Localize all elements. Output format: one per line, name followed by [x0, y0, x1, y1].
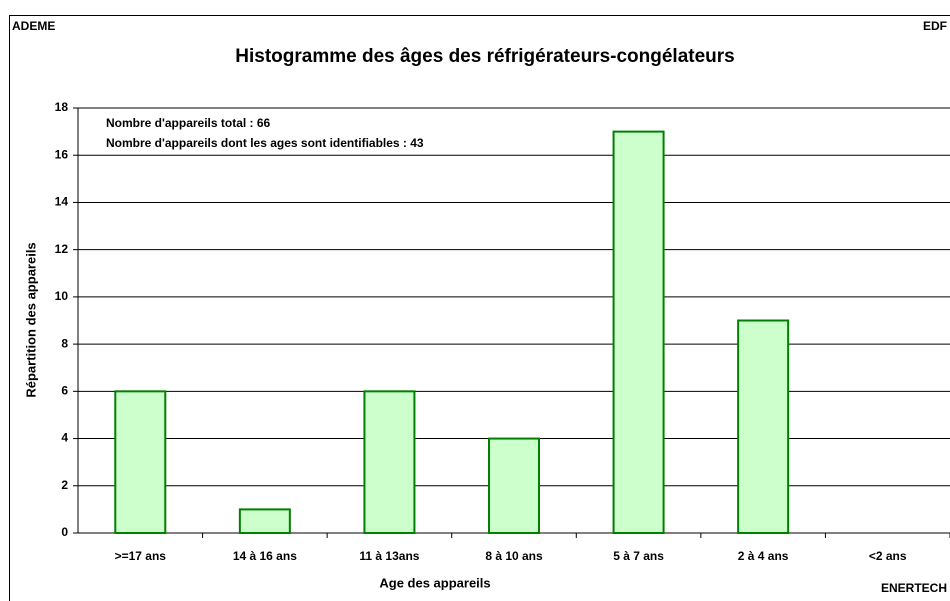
x-tick-label: 8 à 10 ans [485, 549, 543, 563]
bar [612, 130, 665, 534]
y-tick-label: 10 [55, 289, 69, 303]
y-axis-label: Répartition des appareils [23, 242, 38, 397]
chart-title: Histogramme des âges des réfrigérateurs-… [235, 46, 734, 67]
source-label: EDF [923, 19, 947, 33]
bar [238, 508, 291, 534]
y-tick-label: 14 [55, 195, 69, 209]
bar [114, 390, 167, 535]
x-tick-label: >=17 ans [115, 549, 167, 563]
bar [363, 390, 416, 535]
chart-frame [9, 15, 950, 601]
bar [488, 437, 540, 534]
y-tick-label: 2 [61, 478, 68, 492]
y-tick-label: 12 [55, 242, 69, 256]
bar [737, 319, 790, 534]
y-tick-label: 4 [61, 431, 68, 445]
y-tick-label: 0 [61, 525, 68, 539]
x-axis-label: Age des appareils [379, 575, 490, 590]
annotation: Nombre d'appareils total : 66 [106, 116, 271, 130]
x-tick-label: 5 à 7 ans [613, 549, 664, 563]
source-label: ADEME [12, 19, 55, 33]
x-tick-label: 2 à 4 ans [738, 549, 789, 563]
x-tick-label: <2 ans [869, 549, 907, 563]
x-tick-label: 14 à 16 ans [233, 549, 297, 563]
annotation: Nombre d'appareils dont les ages sont id… [106, 136, 424, 150]
source-label: ENERTECH [881, 581, 947, 595]
y-tick-label: 6 [61, 384, 68, 398]
y-tick-label: 16 [55, 147, 69, 161]
x-tick-label: 11 à 13ans [359, 549, 419, 563]
y-tick-label: 18 [55, 100, 69, 114]
y-tick-label: 8 [61, 336, 68, 350]
